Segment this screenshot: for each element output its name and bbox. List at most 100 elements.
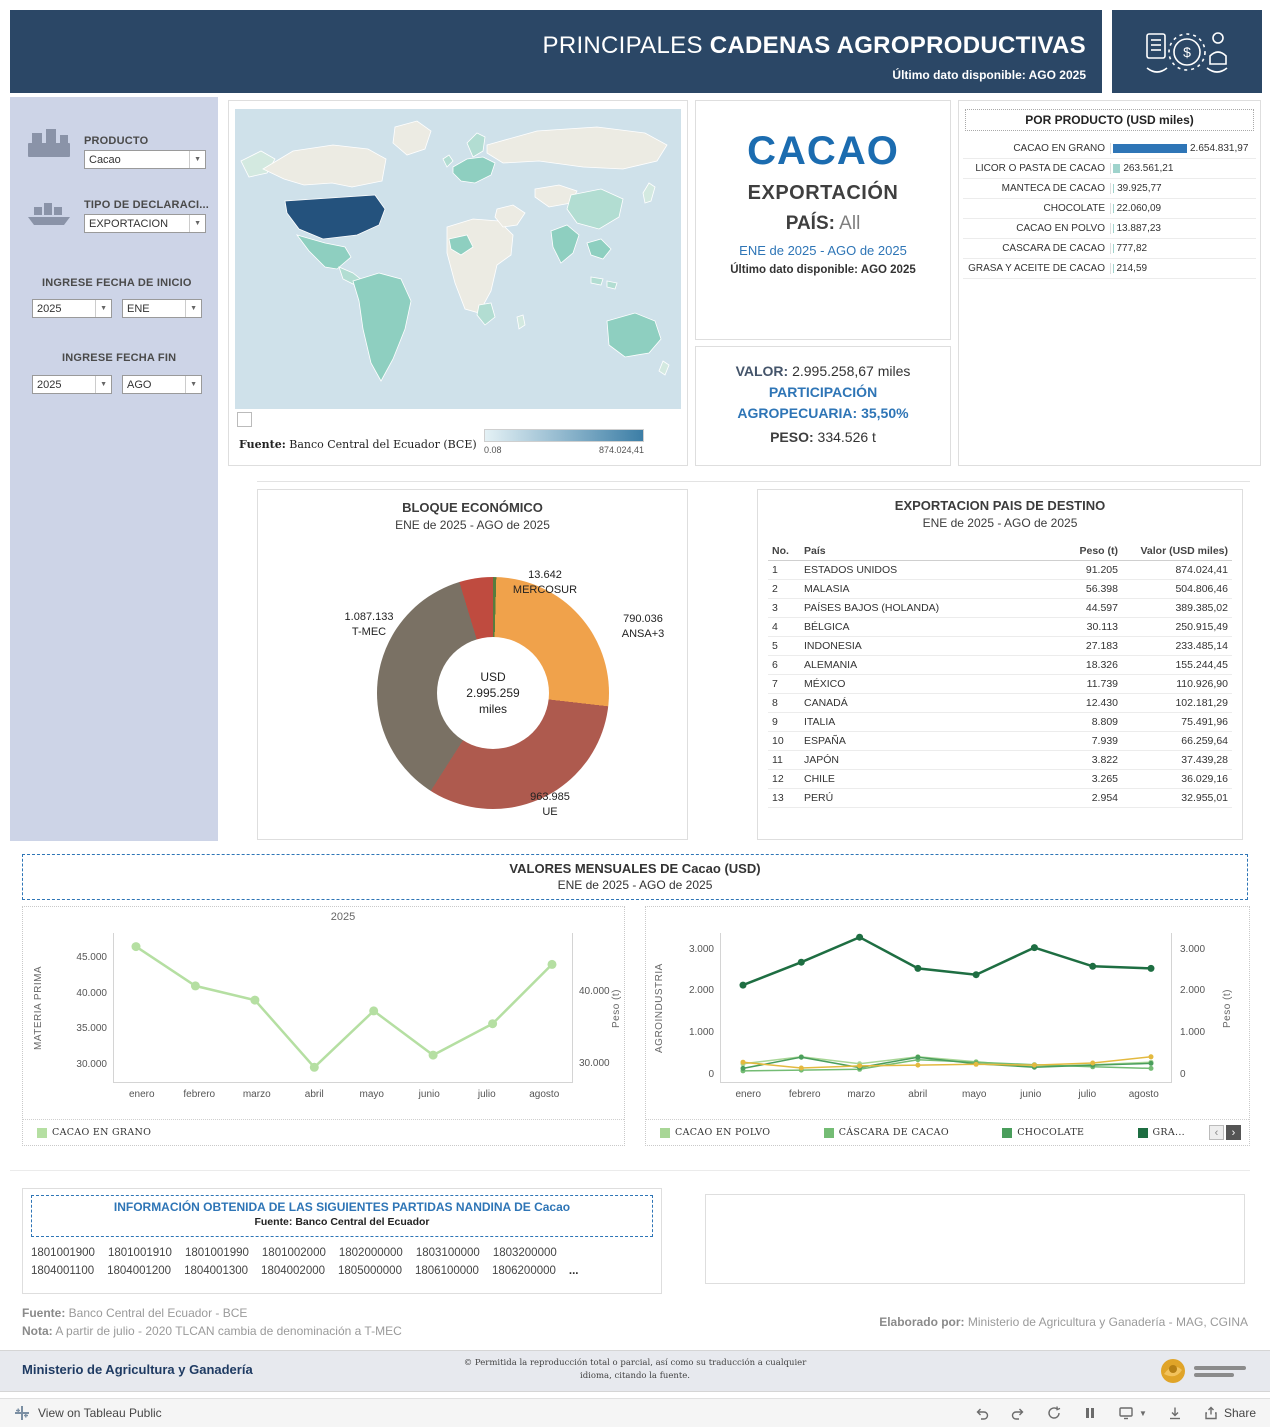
- data-point[interactable]: [1031, 1062, 1037, 1068]
- undo-icon[interactable]: [974, 1405, 990, 1421]
- data-point[interactable]: [1148, 1065, 1154, 1071]
- month-label: julio: [477, 1089, 496, 1100]
- data-point[interactable]: [973, 1061, 979, 1067]
- data-point[interactable]: [369, 1006, 379, 1016]
- footer-nota: Nota: A partir de julio - 2020 TLCAN cam…: [22, 1324, 402, 1338]
- por-producto-row[interactable]: CACAO EN GRANO 2.654.831,97: [963, 139, 1256, 159]
- legend-item[interactable]: CACAO EN POLVO: [660, 1127, 770, 1138]
- destino-row[interactable]: 11 JAPÓN 3.822 37.439,28: [768, 750, 1232, 770]
- data-point[interactable]: [798, 1065, 804, 1071]
- ecuador-crest-icon: [1161, 1359, 1185, 1383]
- destino-col-header[interactable]: País: [800, 542, 1037, 561]
- fecha-fin-label: INGRESE FECHA FIN: [62, 352, 177, 364]
- data-point[interactable]: [1148, 1060, 1154, 1066]
- agroindustria-plot[interactable]: [720, 933, 1172, 1083]
- legend-item[interactable]: CHOCOLATE: [1002, 1127, 1084, 1138]
- share-button[interactable]: Share: [1203, 1405, 1256, 1421]
- partidas-rows: 1801001900 1801001910 1801001990 1801002000…: [31, 1247, 653, 1283]
- product-label: CACAO EN GRANO: [963, 143, 1111, 154]
- download-icon[interactable]: [1167, 1405, 1183, 1421]
- world-map[interactable]: [235, 109, 681, 409]
- data-point[interactable]: [1147, 964, 1155, 972]
- data-point[interactable]: [915, 1062, 921, 1068]
- data-point[interactable]: [856, 933, 864, 941]
- data-point[interactable]: [739, 981, 747, 989]
- ecuador-logo: [1158, 1356, 1246, 1386]
- fecha-fin-month-select[interactable]: AGO ▼: [122, 375, 202, 394]
- map-zoom-control[interactable]: [237, 412, 252, 427]
- data-point[interactable]: [798, 1054, 804, 1060]
- destino-row[interactable]: 5 INDONESIA 27.183 233.485,14: [768, 636, 1232, 656]
- data-point[interactable]: [250, 995, 260, 1005]
- year-header: 2025: [330, 911, 356, 923]
- reset-icon[interactable]: [1046, 1405, 1062, 1421]
- por-producto-row[interactable]: GRASA Y ACEITE DE CACAO 214,59: [963, 259, 1256, 279]
- fecha-fin-year-select[interactable]: 2025 ▼: [32, 375, 112, 394]
- monthly-title-box: VALORES MENSUALES DE Cacao (USD) ENE de …: [22, 854, 1248, 900]
- por-producto-row[interactable]: LICOR O PASTA DE CACAO 263.561,21: [963, 159, 1256, 179]
- destino-row[interactable]: 2 MALASIA 56.398 504.806,46: [768, 579, 1232, 599]
- tableau-logo-icon: [15, 1406, 29, 1420]
- map-source: Fuente: Banco Central del Ecuador (BCE): [239, 438, 477, 451]
- data-point[interactable]: [428, 1050, 438, 1060]
- destino-row[interactable]: 9 ITALIA 8.809 75.491,96: [768, 712, 1232, 732]
- month-label: agosto: [529, 1089, 560, 1100]
- bloque-donut[interactable]: USD 2.995.259 miles: [377, 577, 609, 809]
- destino-row[interactable]: 13 PERÚ 2.954 32.955,01: [768, 788, 1232, 808]
- data-point[interactable]: [1090, 1060, 1096, 1066]
- data-point[interactable]: [547, 959, 557, 969]
- redo-icon[interactable]: [1010, 1405, 1026, 1421]
- display-mode-button[interactable]: ▼: [1118, 1405, 1147, 1421]
- destino-row[interactable]: 10 ESPAÑA 7.939 66.259,64: [768, 731, 1232, 751]
- destino-row[interactable]: 8 CANADÁ 12.430 102.181,29: [768, 693, 1232, 713]
- destino-row[interactable]: 7 MÉXICO 11.739 110.926,90: [768, 674, 1232, 694]
- section-divider: [257, 481, 1250, 482]
- producto-select[interactable]: Cacao ▼: [84, 150, 206, 169]
- destino-row[interactable]: 3 PAÍSES BAJOS (HOLANDA) 44.597 389.385,02: [768, 598, 1232, 618]
- destino-col-header[interactable]: Peso (t): [1037, 542, 1122, 561]
- product-label: CHOCOLATE: [963, 203, 1111, 214]
- data-point[interactable]: [972, 971, 980, 979]
- fecha-inicio-year-select[interactable]: 2025 ▼: [32, 299, 112, 318]
- legend-prev-button[interactable]: ‹: [1209, 1125, 1224, 1140]
- y-axis-tick: 40.000: [76, 987, 107, 999]
- data-point[interactable]: [131, 942, 141, 952]
- legend-next-button[interactable]: ›: [1226, 1125, 1241, 1140]
- product-value: 214,59: [1116, 263, 1148, 274]
- destino-row[interactable]: 12 CHILE 3.265 36.029,16: [768, 769, 1232, 789]
- data-point[interactable]: [740, 1059, 746, 1065]
- segment-label-ue: 963.985 UE: [530, 791, 570, 818]
- data-point[interactable]: [309, 1062, 319, 1072]
- data-point[interactable]: [1089, 962, 1097, 970]
- data-point[interactable]: [797, 958, 805, 966]
- series-line: [742, 1056, 1152, 1070]
- data-point[interactable]: [914, 964, 922, 972]
- por-producto-row[interactable]: CACAO EN POLVO 13.887,23: [963, 219, 1256, 239]
- por-producto-row[interactable]: MANTECA DE CACAO 39.925,77: [963, 179, 1256, 199]
- legend-item[interactable]: CÁSCARA DE CACAO: [823, 1127, 949, 1138]
- data-point[interactable]: [857, 1063, 863, 1069]
- legend-item[interactable]: GRA...: [1137, 1127, 1185, 1138]
- por-producto-row[interactable]: CÁSCARA DE CACAO 777,82: [963, 239, 1256, 259]
- data-point[interactable]: [488, 1019, 498, 1029]
- data-point[interactable]: [190, 981, 200, 991]
- data-point[interactable]: [1148, 1054, 1154, 1060]
- chevron-down-icon: ▼: [189, 215, 201, 232]
- filter-sidebar: PRODUCTO Cacao ▼ TIPO DE DECLARACI... EXP…: [10, 97, 218, 841]
- tableau-view-link[interactable]: View on Tableau Public: [14, 1405, 162, 1421]
- destino-row[interactable]: 4 BÉLGICA 30.113 250.915,49: [768, 617, 1232, 637]
- data-point[interactable]: [915, 1054, 921, 1060]
- pause-icon[interactable]: [1082, 1405, 1098, 1421]
- partida-code: 1806200000: [491, 1265, 556, 1277]
- data-point[interactable]: [1030, 944, 1038, 952]
- por-producto-row[interactable]: CHOCOLATE 22.060,09: [963, 199, 1256, 219]
- destino-row[interactable]: 1 ESTADOS UNIDOS 91.205 874.024,41: [768, 560, 1232, 580]
- tipo-select[interactable]: EXPORTACION ▼: [84, 214, 206, 233]
- data-point[interactable]: [740, 1065, 746, 1071]
- fecha-inicio-month-select[interactable]: ENE ▼: [122, 299, 202, 318]
- destino-col-header[interactable]: No.: [768, 542, 800, 561]
- materia-prima-plot[interactable]: [113, 933, 573, 1083]
- destino-row[interactable]: 6 ALEMANIA 18.326 155.244,45: [768, 655, 1232, 675]
- destino-col-header[interactable]: Valor (USD miles): [1122, 542, 1232, 561]
- legend-item[interactable]: CACAO EN GRANO: [37, 1127, 151, 1138]
